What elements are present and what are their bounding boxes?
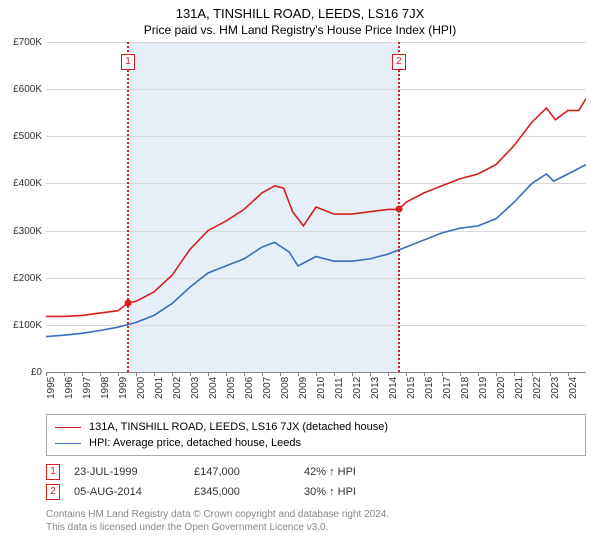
x-tick-label: 2003: [190, 387, 201, 399]
x-tick-label: 2002: [172, 387, 183, 399]
x-tick-label: 1995: [46, 387, 57, 399]
bottom-panel: 131A, TINSHILL ROAD, LEEDS, LS16 7JX (de…: [46, 414, 586, 534]
plot-area: 12 1995199619971998199920002001200220032…: [46, 42, 586, 372]
attribution-line: Contains HM Land Registry data © Crown c…: [46, 508, 586, 521]
x-tick-label: 1998: [100, 387, 111, 399]
sale-pct: 42% ↑ HPI: [304, 466, 424, 478]
y-tick-label: £100K: [0, 320, 42, 331]
legend-label: 131A, TINSHILL ROAD, LEEDS, LS16 7JX (de…: [89, 421, 388, 433]
x-tick-label: 2016: [424, 387, 435, 399]
legend-item: HPI: Average price, detached house, Leed…: [55, 435, 577, 451]
x-tick-label: 2023: [550, 387, 561, 399]
x-tick-label: 1999: [118, 387, 129, 399]
x-tick-label: 2001: [154, 387, 165, 399]
x-tick-label: 1997: [82, 387, 93, 399]
x-tick-label: 2021: [514, 387, 525, 399]
x-tick-label: 2013: [370, 387, 381, 399]
y-tick-label: £500K: [0, 131, 42, 142]
legend-swatch: [55, 443, 81, 444]
y-tick-label: £0: [0, 367, 42, 378]
x-tick-label: 2019: [478, 387, 489, 399]
x-tick-label: 2009: [298, 387, 309, 399]
sale-row: 2 05-AUG-2014£345,00030% ↑ HPI: [46, 484, 586, 500]
marker-dot: [395, 206, 402, 213]
x-tick-label: 2012: [352, 387, 363, 399]
y-tick-label: £600K: [0, 84, 42, 95]
x-tick-label: 2017: [442, 387, 453, 399]
marker-dot: [125, 299, 132, 306]
sale-price: £345,000: [194, 486, 304, 498]
x-tick-label: 2011: [334, 387, 345, 399]
x-tick-label: 2004: [208, 387, 219, 399]
y-tick-label: £200K: [0, 273, 42, 284]
sale-badge: 1: [46, 464, 60, 480]
x-tick-label: 2024: [568, 387, 579, 399]
legend-item: 131A, TINSHILL ROAD, LEEDS, LS16 7JX (de…: [55, 419, 577, 435]
y-tick-label: £300K: [0, 226, 42, 237]
chart-container: 131A, TINSHILL ROAD, LEEDS, LS16 7JX Pri…: [0, 0, 600, 560]
x-tick-label: 2014: [388, 387, 399, 399]
x-tick-label: 2015: [406, 387, 417, 399]
x-tick-label: 2008: [280, 387, 291, 399]
sale-date: 05-AUG-2014: [74, 486, 194, 498]
sale-row: 1 23-JUL-1999£147,00042% ↑ HPI: [46, 464, 586, 480]
y-tick-label: £400K: [0, 178, 42, 189]
x-tick-label: 2020: [496, 387, 507, 399]
sale-badge: 2: [46, 484, 60, 500]
x-tick-label: 2007: [262, 387, 273, 399]
x-tick-label: 1996: [64, 387, 75, 399]
sale-price: £147,000: [194, 466, 304, 478]
x-tick-label: 2018: [460, 387, 471, 399]
y-tick-label: £700K: [0, 37, 42, 48]
sale-date: 23-JUL-1999: [74, 466, 194, 478]
chart-title: 131A, TINSHILL ROAD, LEEDS, LS16 7JX: [0, 6, 600, 21]
x-tick-label: 2006: [244, 387, 255, 399]
sales-list: 1 23-JUL-1999£147,00042% ↑ HPI 2 05-AUG-201…: [46, 464, 586, 500]
x-tick-label: 2022: [532, 387, 543, 399]
marker-badge: 1: [121, 54, 135, 70]
sale-pct: 30% ↑ HPI: [304, 486, 424, 498]
titles: 131A, TINSHILL ROAD, LEEDS, LS16 7JX Pri…: [0, 0, 600, 37]
attribution: Contains HM Land Registry data © Crown c…: [46, 508, 586, 534]
x-tick-label: 2010: [316, 387, 327, 399]
marker-badge: 2: [392, 54, 406, 70]
x-tick-label: 2005: [226, 387, 237, 399]
chart-subtitle: Price paid vs. HM Land Registry's House …: [0, 23, 600, 37]
legend-label: HPI: Average price, detached house, Leed…: [89, 437, 301, 449]
x-tick-label: 2000: [136, 387, 147, 399]
marker-line: [127, 42, 129, 372]
legend: 131A, TINSHILL ROAD, LEEDS, LS16 7JX (de…: [46, 414, 586, 456]
legend-swatch: [55, 427, 81, 428]
attribution-line: This data is licensed under the Open Gov…: [46, 521, 586, 534]
